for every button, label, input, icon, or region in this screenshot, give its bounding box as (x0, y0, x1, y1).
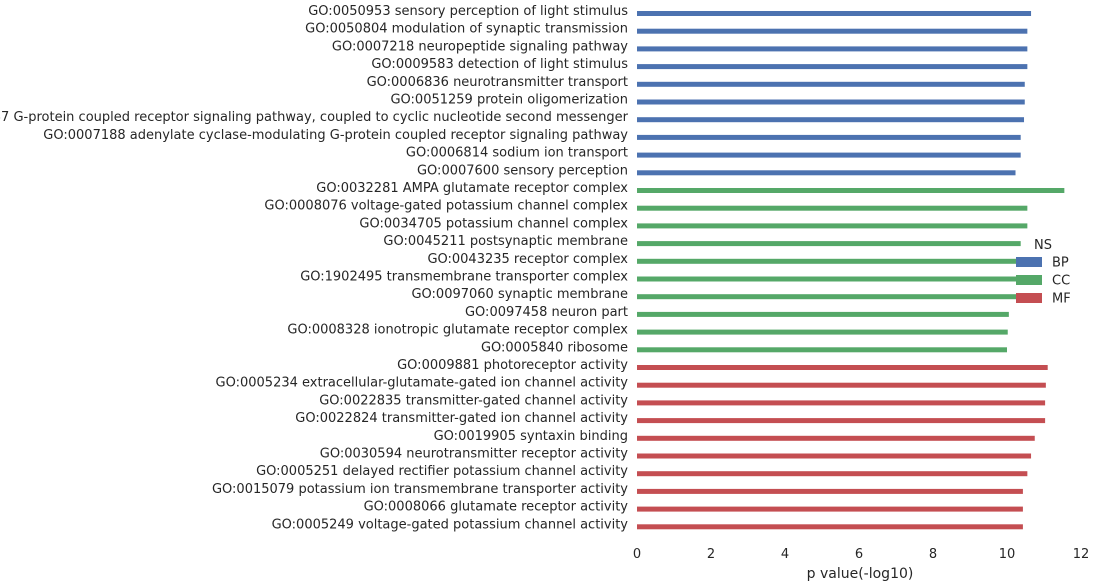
category-label: GO:0005840 ribosome (481, 340, 628, 355)
x-tick-label: 4 (781, 547, 789, 562)
bar-cc (637, 311, 1009, 317)
legend-swatch-mf (1016, 293, 1042, 303)
x-tick-label: 2 (707, 547, 715, 562)
category-label: GO:0050953 sensory perception of light s… (308, 4, 628, 19)
bar-bp (637, 99, 1025, 105)
bar-bp (637, 81, 1025, 87)
legend-label-bp: BP (1052, 256, 1069, 271)
bar-bp (637, 11, 1032, 16)
bar-cc (637, 223, 1028, 229)
bar-bp (637, 46, 1028, 52)
bar-bp (637, 117, 1025, 123)
category-label: GO:0022824 transmitter-gated ion channel… (295, 411, 628, 426)
bar-bp (637, 64, 1028, 70)
category-label: GO:0050804 modulation of synaptic transm… (305, 22, 628, 37)
category-label: GO:0005251 delayed rectifier potassium c… (256, 464, 628, 479)
category-label: GO:0030594 neurotransmitter receptor act… (320, 447, 629, 462)
bar-cc (637, 205, 1028, 211)
bar-mf (637, 471, 1028, 477)
category-label: GO:0032281 AMPA glutamate receptor compl… (316, 181, 628, 196)
bar-mf (637, 524, 1023, 530)
category-label: GO:0005234 extracellular-glutamate-gated… (216, 376, 629, 391)
category-label: GO:0008066 glutamate receptor activity (364, 500, 629, 515)
category-label: GO:0015079 potassium ion transmembrane t… (212, 482, 628, 497)
category-label: GO:0022835 transmitter-gated channel act… (319, 393, 628, 408)
category-label: GO:0008076 voltage-gated potassium chann… (264, 199, 628, 214)
x-tick-label: 8 (929, 547, 937, 562)
category-label: GO:0097060 synaptic membrane (411, 287, 628, 302)
bar-mf (637, 453, 1032, 459)
bar-mf (637, 365, 1048, 370)
legend-swatch-cc (1016, 275, 1042, 285)
legend-title: NS (1034, 238, 1052, 253)
category-label: GO:0019905 syntaxin binding (434, 429, 628, 444)
category-label: GO:0006814 sodium ion transport (406, 146, 628, 161)
bar-cc (637, 276, 1021, 282)
legend: NS BP CC MF (1016, 238, 1071, 307)
category-label: GO:0009583 detection of light stimulus (371, 57, 628, 72)
bar-cc (637, 188, 1065, 193)
category-label: GO:0009881 photoreceptor activity (397, 358, 628, 373)
category-label: GO:0005249 voltage-gated potassium chann… (272, 517, 629, 532)
x-axis-label: p value(-log10) (807, 566, 914, 582)
category-label: GO:0008328 ionotropic glutamate receptor… (287, 323, 628, 338)
bar-cc (637, 258, 1021, 264)
bars-layer (637, 11, 1065, 530)
bar-cc (637, 294, 1021, 300)
category-label: GO:0007187 G-protein coupled receptor si… (0, 110, 629, 125)
category-label: GO:0051259 protein oligomerization (390, 93, 628, 108)
category-label: GO:0007218 neuropeptide signaling pathwa… (332, 39, 628, 54)
x-axis-ticks: 0 2 4 6 8 10 12 (633, 547, 1089, 562)
category-labels: GO:0050953 sensory perception of light s… (0, 4, 629, 532)
bar-mf (637, 382, 1046, 388)
x-tick-label: 10 (999, 547, 1016, 562)
bar-bp (637, 152, 1021, 158)
x-tick-label: 6 (855, 547, 863, 562)
bar-mf (637, 418, 1046, 424)
bar-bp (637, 28, 1028, 34)
bar-mf (637, 435, 1035, 441)
category-label: GO:0034705 potassium channel complex (359, 216, 628, 231)
bar-mf (637, 506, 1023, 512)
category-label: GO:1902495 transmembrane transporter com… (300, 270, 628, 285)
x-tick-label: 0 (633, 547, 641, 562)
category-label: GO:0006836 neurotransmitter transport (367, 75, 628, 90)
category-label: GO:0007188 adenylate cyclase-modulating … (43, 128, 628, 143)
bar-cc (637, 329, 1008, 335)
bar-bp (637, 170, 1016, 176)
category-label: GO:0007600 sensory perception (417, 163, 628, 178)
legend-label-mf: MF (1052, 292, 1071, 307)
legend-label-cc: CC (1052, 274, 1070, 289)
bar-cc (637, 347, 1007, 353)
category-label: GO:0045211 postsynaptic membrane (383, 234, 628, 249)
bar-mf (637, 488, 1023, 494)
category-label: GO:0043235 receptor complex (427, 252, 628, 267)
legend-entries: BP CC MF (1016, 256, 1071, 307)
legend-swatch-bp (1016, 257, 1042, 267)
bar-bp (637, 134, 1021, 140)
category-label: GO:0097458 neuron part (465, 305, 628, 320)
bar-cc (637, 241, 1021, 247)
x-tick-label: 12 (1073, 547, 1090, 562)
bar-mf (637, 400, 1046, 406)
